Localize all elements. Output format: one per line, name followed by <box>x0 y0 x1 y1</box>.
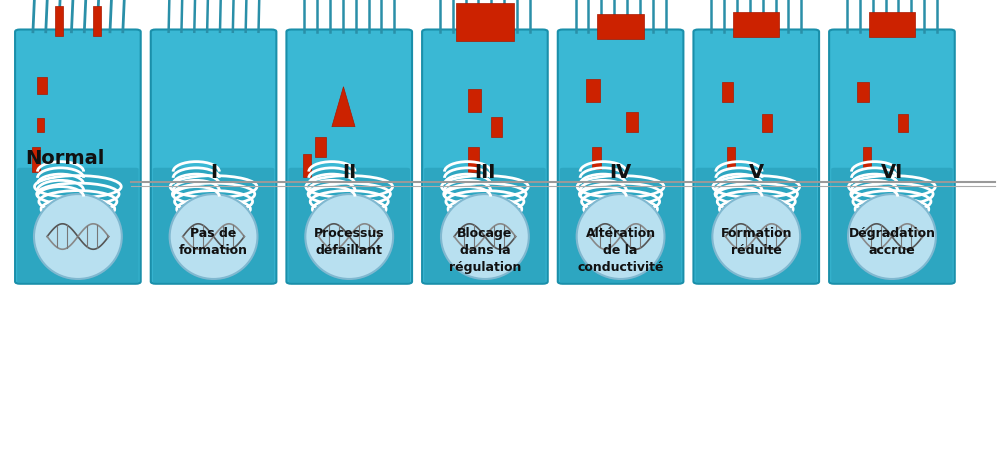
Bar <box>456 3 514 41</box>
Ellipse shape <box>441 194 529 279</box>
FancyBboxPatch shape <box>829 30 955 284</box>
Bar <box>37 77 46 94</box>
Text: Normal: Normal <box>25 149 105 168</box>
FancyBboxPatch shape <box>288 168 410 283</box>
Bar <box>597 14 644 39</box>
Bar <box>626 112 638 132</box>
Text: Processus
défaillant: Processus défaillant <box>314 227 385 257</box>
Bar <box>304 154 312 177</box>
Ellipse shape <box>577 194 664 279</box>
Bar <box>315 137 327 157</box>
Text: I: I <box>210 163 217 182</box>
FancyBboxPatch shape <box>424 168 546 283</box>
Bar <box>722 82 734 102</box>
FancyBboxPatch shape <box>558 30 683 284</box>
FancyBboxPatch shape <box>17 168 139 283</box>
FancyBboxPatch shape <box>422 30 548 284</box>
FancyBboxPatch shape <box>693 30 819 284</box>
FancyBboxPatch shape <box>15 30 141 284</box>
Bar <box>897 114 909 132</box>
FancyBboxPatch shape <box>560 168 681 283</box>
Text: Formation
réduite: Formation réduite <box>721 227 792 257</box>
Polygon shape <box>332 87 355 127</box>
Bar <box>734 12 780 37</box>
Bar <box>32 147 40 172</box>
Bar <box>762 114 773 132</box>
Bar <box>467 147 479 172</box>
Text: II: II <box>342 163 357 182</box>
Bar <box>592 147 601 169</box>
Bar <box>490 117 502 137</box>
Ellipse shape <box>34 194 122 279</box>
Bar <box>93 6 102 36</box>
Ellipse shape <box>306 194 393 279</box>
Text: Blocage
dans la
régulation: Blocage dans la régulation <box>448 227 522 274</box>
Text: V: V <box>749 163 764 182</box>
Text: IV: IV <box>609 163 632 182</box>
Bar <box>857 82 868 102</box>
FancyBboxPatch shape <box>695 168 817 283</box>
Bar <box>728 147 736 167</box>
FancyBboxPatch shape <box>286 30 412 284</box>
Text: Altération
de la
conductivité: Altération de la conductivité <box>577 227 664 274</box>
Bar <box>868 12 915 37</box>
Ellipse shape <box>170 194 257 279</box>
FancyBboxPatch shape <box>153 168 274 283</box>
Text: Pas de
formation: Pas de formation <box>179 227 248 257</box>
Text: III: III <box>474 163 495 182</box>
Ellipse shape <box>713 194 800 279</box>
Bar <box>37 118 44 132</box>
Ellipse shape <box>848 194 936 279</box>
Text: Dégradation
accrue: Dégradation accrue <box>848 227 936 257</box>
Bar <box>54 6 62 36</box>
Bar <box>863 147 871 167</box>
Bar <box>467 89 481 112</box>
FancyBboxPatch shape <box>831 168 953 283</box>
Bar <box>586 79 600 102</box>
FancyBboxPatch shape <box>151 30 276 284</box>
Text: VI: VI <box>880 163 903 182</box>
